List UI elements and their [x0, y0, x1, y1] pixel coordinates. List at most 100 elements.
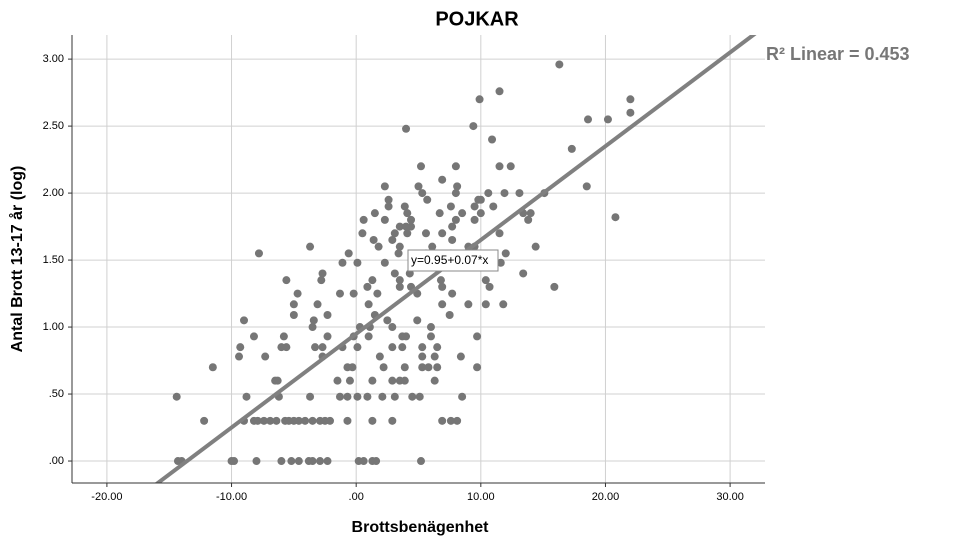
point [398, 343, 407, 352]
point [438, 229, 447, 238]
point [289, 300, 298, 309]
point [240, 316, 249, 325]
point [353, 343, 362, 352]
point [261, 352, 270, 361]
point [273, 376, 282, 385]
point [451, 215, 460, 224]
point [519, 269, 528, 278]
point [481, 276, 490, 285]
point [235, 352, 244, 361]
point [446, 416, 455, 425]
point [495, 229, 504, 238]
point [567, 144, 576, 153]
point [383, 316, 392, 325]
point [345, 376, 354, 385]
point [359, 457, 368, 466]
point [402, 124, 411, 133]
point [584, 115, 593, 124]
fit-layer [154, 35, 757, 483]
point [400, 363, 409, 372]
ticks: -20.00 -10.00 .00 10.00 20.00 30.00 .00 .50 1.00… [43, 53, 744, 503]
point [335, 289, 344, 298]
point [524, 215, 533, 224]
point [308, 323, 317, 332]
point [363, 282, 372, 291]
point [317, 276, 326, 285]
point [353, 392, 362, 401]
point [418, 352, 427, 361]
point [379, 363, 388, 372]
point [403, 209, 412, 218]
point [438, 175, 447, 184]
point [506, 162, 515, 171]
point [254, 249, 263, 258]
point [402, 332, 411, 341]
y-tick-label: .00 [49, 455, 64, 467]
y-tick-label: .50 [49, 388, 64, 400]
point [384, 202, 393, 211]
point [343, 416, 352, 425]
point [388, 376, 397, 385]
point [349, 289, 358, 298]
point [488, 135, 497, 144]
point [481, 300, 490, 309]
point [438, 416, 447, 425]
point [323, 457, 332, 466]
point [388, 323, 397, 332]
point [476, 209, 485, 218]
point [323, 332, 332, 341]
point [306, 392, 315, 401]
x-tick-label: 10.00 [467, 491, 495, 503]
point [430, 352, 439, 361]
point [364, 332, 373, 341]
point [515, 189, 524, 198]
point [358, 229, 367, 238]
point [242, 392, 251, 401]
point [353, 258, 362, 267]
point [395, 282, 404, 291]
point [458, 209, 467, 218]
point [373, 289, 382, 298]
point [500, 189, 509, 198]
point [433, 363, 442, 372]
point [301, 416, 310, 425]
y-axis-label: Antal Brott 13-17 år (log) [8, 166, 26, 353]
x-tick-label: .00 [349, 491, 364, 503]
point [424, 363, 433, 372]
point [495, 162, 504, 171]
point [368, 416, 377, 425]
equation-box [407, 249, 499, 272]
point [375, 352, 384, 361]
y-tick-label: 2.00 [43, 187, 64, 199]
point [313, 300, 322, 309]
y-tick-label: 1.50 [43, 254, 64, 266]
point [626, 95, 635, 104]
point [390, 229, 399, 238]
point [338, 258, 347, 267]
point [435, 209, 444, 218]
point [359, 215, 368, 224]
point [408, 392, 417, 401]
point [335, 392, 344, 401]
point [380, 215, 389, 224]
point [316, 457, 325, 466]
point [446, 202, 455, 211]
point [473, 332, 482, 341]
point [282, 276, 291, 285]
point [484, 189, 493, 198]
point [208, 363, 217, 372]
point [369, 235, 378, 244]
point [603, 115, 612, 124]
point [287, 457, 296, 466]
x-tick-label: 30.00 [716, 491, 744, 503]
point [395, 242, 404, 251]
point [378, 392, 387, 401]
point [380, 258, 389, 267]
x-tick-label: 20.00 [592, 491, 620, 503]
point [333, 376, 342, 385]
point [368, 276, 377, 285]
point [413, 316, 422, 325]
chart-title: POJKAR [435, 8, 519, 30]
point [421, 229, 430, 238]
point [426, 332, 435, 341]
